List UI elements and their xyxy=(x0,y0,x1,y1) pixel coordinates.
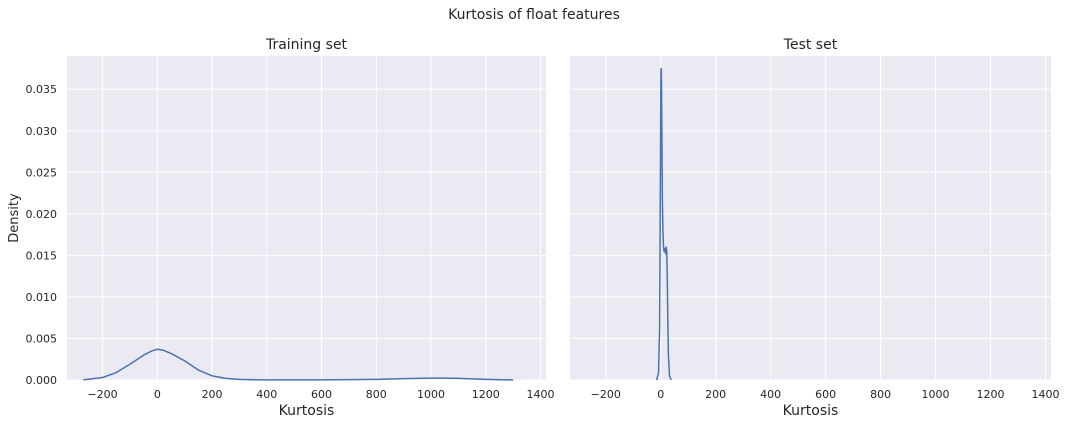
training-x-tick-label: 1200 xyxy=(472,388,500,401)
training-grid xyxy=(67,56,546,381)
training-x-tick-label: 1000 xyxy=(417,388,445,401)
training-x-axis-label: Kurtosis xyxy=(279,403,335,419)
test-x-tick-label: 1200 xyxy=(977,388,1005,401)
test-x-tick-label: 200 xyxy=(705,388,726,401)
training-y-tick-label: 0.000 xyxy=(26,374,58,387)
figure-title: Kurtosis of float features xyxy=(448,7,620,23)
test-x-tick-label: 1400 xyxy=(1032,388,1060,401)
training-x-tick-label: 600 xyxy=(311,388,332,401)
training-y-tick-label: 0.035 xyxy=(26,83,58,96)
training-x-tick-label: 0 xyxy=(154,388,161,401)
test-x-tick-label: 600 xyxy=(815,388,836,401)
training-x-tick-label: 1400 xyxy=(527,388,555,401)
training-y-axis-label: Density xyxy=(7,193,22,243)
test-set-panel: −200 0 200 400 600 800 1000 1200 1400 Test set K… xyxy=(570,37,1060,419)
test-title: Test set xyxy=(783,37,838,53)
test-density-line xyxy=(655,67,672,381)
training-y-tick-label: 0.005 xyxy=(26,332,58,345)
test-x-tick-label: −200 xyxy=(591,388,621,401)
training-y-tick-label: 0.015 xyxy=(26,249,58,262)
training-x-tick-labels: −200 0 200 400 600 800 1000 1200 1400 xyxy=(87,388,554,401)
training-x-tick-label: 400 xyxy=(256,388,277,401)
test-plot-area xyxy=(570,56,1051,380)
training-x-tick-label: −200 xyxy=(87,388,117,401)
test-x-tick-label: 400 xyxy=(760,388,781,401)
test-x-tick-label: 800 xyxy=(870,388,891,401)
training-x-tick-label: 200 xyxy=(202,388,223,401)
training-set-panel: −200 0 200 400 600 800 1000 1200 1400 0.000 0.005… xyxy=(7,37,555,419)
test-grid xyxy=(570,56,1051,381)
test-x-tick-label: 1000 xyxy=(922,388,950,401)
training-y-tick-label: 0.010 xyxy=(26,291,58,304)
training-title: Training set xyxy=(265,37,348,53)
training-y-tick-label: 0.020 xyxy=(26,208,58,221)
training-y-tick-label: 0.030 xyxy=(26,125,58,138)
test-x-tick-labels: −200 0 200 400 600 800 1000 1200 1400 xyxy=(591,388,1060,401)
training-plot-area xyxy=(67,56,546,380)
training-y-tick-label: 0.025 xyxy=(26,166,58,179)
training-y-tick-labels: 0.000 0.005 0.010 0.015 0.020 0.025 0.030 0.035 xyxy=(26,83,58,387)
test-x-tick-label: 0 xyxy=(657,388,664,401)
test-x-axis-label: Kurtosis xyxy=(783,403,839,419)
training-density-line xyxy=(83,348,514,381)
training-x-tick-label: 800 xyxy=(366,388,387,401)
